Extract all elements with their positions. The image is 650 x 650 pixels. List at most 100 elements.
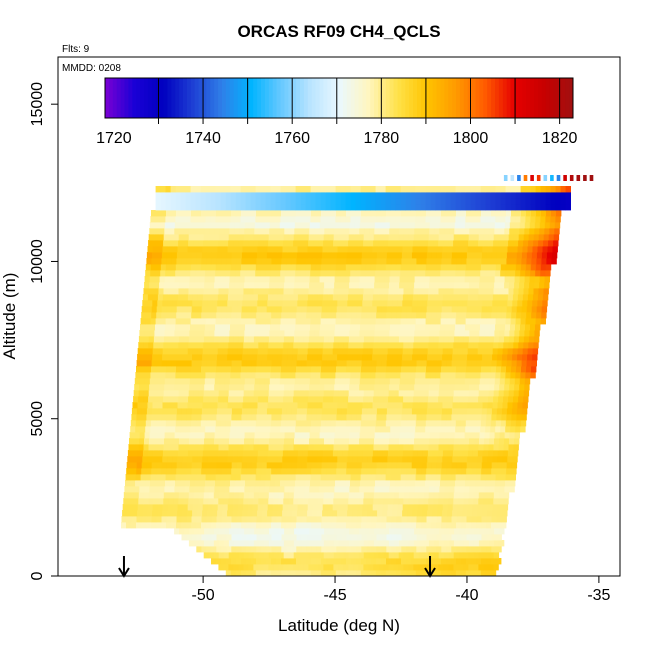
heatmap-cell — [180, 324, 186, 331]
heatmap-cell — [319, 330, 325, 337]
heatmap-cell — [540, 264, 547, 271]
heatmap-cell — [488, 564, 494, 571]
heatmap-cell — [254, 282, 260, 289]
heatmap-cell — [532, 354, 538, 361]
heatmap-cell — [423, 240, 429, 247]
heatmap-cell — [227, 348, 234, 355]
heatmap-cell — [306, 462, 313, 469]
heatmap-cell — [359, 384, 365, 391]
heatmap-cell — [145, 420, 152, 427]
heatmap-cell — [243, 288, 249, 295]
heatmap-cell — [477, 450, 484, 457]
heatmap-cell — [316, 414, 322, 421]
heatmap-cell — [165, 204, 171, 211]
heatmap-cell — [471, 414, 477, 421]
heatmap-cell — [401, 468, 407, 475]
heatmap-cell — [311, 468, 317, 475]
heatmap-cell — [294, 528, 300, 535]
heatmap-cell — [565, 198, 571, 205]
heatmap-cell — [489, 528, 495, 535]
heatmap-cell — [480, 480, 486, 487]
heatmap-cell — [498, 498, 504, 505]
heatmap-cell — [512, 246, 518, 253]
heatmap-cell — [315, 264, 322, 271]
heatmap-cell — [480, 192, 486, 199]
heatmap-cell — [330, 570, 337, 576]
heatmap-cell — [428, 540, 435, 547]
heatmap-cell — [409, 330, 415, 337]
heatmap-cell — [312, 504, 319, 511]
heatmap-cell — [332, 246, 338, 253]
heatmap-cell — [402, 510, 408, 517]
heatmap-cell — [523, 342, 529, 349]
heatmap-cell — [396, 252, 403, 259]
heatmap-cell — [288, 444, 294, 451]
heatmap-cell — [445, 264, 452, 271]
heatmap-cell — [479, 276, 485, 283]
heatmap-cell — [275, 264, 282, 271]
heatmap-cell — [519, 384, 525, 391]
heatmap-cell — [457, 504, 464, 511]
heatmap-cell — [253, 336, 260, 343]
heatmap-cell — [494, 276, 500, 283]
heatmap-cell — [341, 210, 347, 217]
heatmap-cell — [218, 564, 224, 571]
heatmap-cell — [491, 312, 497, 319]
heatmap-cell — [455, 324, 461, 331]
heatmap-cell — [483, 288, 489, 295]
heatmap-cell — [370, 186, 376, 193]
heatmap-cell — [400, 216, 406, 223]
heatmap-cell — [304, 276, 310, 283]
heatmap-cell — [307, 294, 314, 301]
heatmap-cell — [207, 294, 214, 301]
heatmap-cell — [444, 282, 450, 289]
heatmap-cell — [555, 216, 561, 223]
heatmap-cell — [190, 270, 196, 277]
heatmap-cell — [206, 468, 212, 475]
heatmap-cell — [297, 300, 303, 307]
heatmap-cell — [127, 456, 133, 463]
heatmap-cell — [413, 396, 419, 403]
heatmap-cell — [196, 516, 202, 523]
heatmap-cell — [449, 276, 455, 283]
heatmap-cell — [383, 540, 390, 547]
heatmap-cell — [405, 426, 411, 433]
heatmap-cell — [391, 306, 398, 313]
heatmap-cell — [399, 222, 406, 229]
heatmap-cell — [301, 516, 307, 523]
heatmap-cell — [234, 432, 240, 439]
heatmap-cell — [465, 426, 471, 433]
heatmap-cell — [334, 330, 340, 337]
heatmap-cell — [187, 504, 194, 511]
heatmap-cell — [324, 438, 330, 445]
heatmap-cell — [480, 570, 487, 576]
heatmap-cell — [384, 384, 390, 391]
heatmap-cell — [391, 366, 397, 373]
heatmap-cell — [163, 396, 169, 403]
heatmap-cell — [206, 252, 213, 259]
heatmap-cell — [395, 420, 402, 427]
heatmap-cell — [405, 192, 411, 199]
heatmap-cell — [524, 276, 530, 283]
heatmap-cell — [182, 450, 189, 457]
heatmap-cell — [207, 300, 213, 307]
heatmap-cell — [381, 522, 387, 529]
heatmap-cell — [284, 384, 290, 391]
heatmap-cell — [252, 510, 258, 517]
heatmap-cell — [122, 510, 128, 517]
heatmap-cell — [221, 468, 227, 475]
heatmap-cell — [487, 504, 494, 511]
heatmap-cell — [201, 522, 207, 529]
heatmap-cell — [484, 330, 490, 337]
heatmap-cell — [470, 324, 476, 331]
heatmap-cell — [307, 354, 313, 361]
heatmap-cell — [164, 438, 170, 445]
heatmap-cell — [220, 324, 226, 331]
heatmap-cell — [160, 474, 166, 481]
heatmap-cell — [447, 354, 453, 361]
heatmap-cell — [433, 234, 440, 241]
heatmap-cell — [142, 300, 148, 307]
heatmap-cell — [318, 540, 325, 547]
heatmap-cell — [407, 450, 414, 457]
heatmap-cell — [441, 312, 447, 319]
